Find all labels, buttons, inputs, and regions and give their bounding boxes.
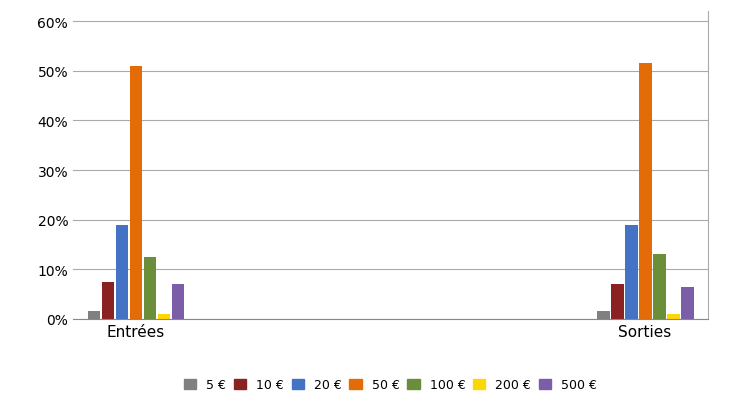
Bar <box>639 64 652 319</box>
Bar <box>611 284 623 319</box>
Bar <box>680 287 694 319</box>
Bar <box>101 282 115 319</box>
Bar <box>653 255 666 319</box>
Legend: 5 €, 10 €, 20 €, 50 €, 100 €, 200 €, 500 €: 5 €, 10 €, 20 €, 50 €, 100 €, 200 €, 500… <box>180 374 601 395</box>
Bar <box>129 67 142 319</box>
Bar <box>172 284 185 319</box>
Bar <box>115 225 128 319</box>
Bar <box>666 314 680 319</box>
Bar <box>625 225 637 319</box>
Bar <box>88 312 101 319</box>
Bar <box>158 314 170 319</box>
Bar <box>144 257 156 319</box>
Bar <box>596 312 610 319</box>
